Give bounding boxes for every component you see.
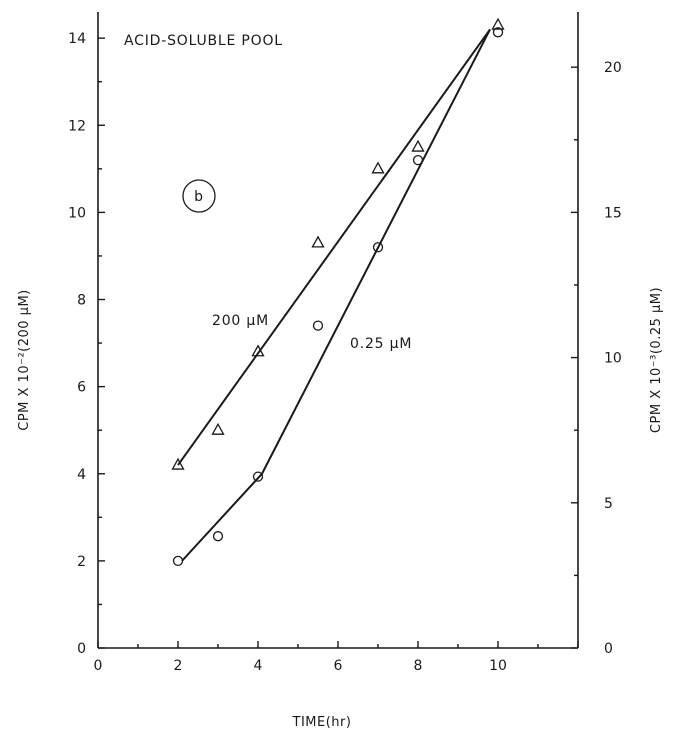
ticks: 0 2 4 6 8 10 0 2 4 6 8 10 12 14 0 5 10 15 20 [68, 31, 622, 674]
y-axis-right-title: CPM X 10⁻³(0.25 μM) [649, 287, 664, 433]
circle-marker [252, 471, 264, 482]
panel-label-circle [182, 179, 216, 213]
triangle-marker [371, 161, 385, 174]
x-tick-label: 2 [174, 658, 183, 674]
y-left-tick-label: 10 [68, 205, 86, 221]
triangle-marker [171, 457, 185, 470]
triangle-marker [411, 139, 425, 152]
y-axis-left-title: CPM X 10⁻²(200 μM) [17, 289, 32, 431]
triangle-marker [311, 235, 325, 248]
fit-line-series-0 [177, 28, 491, 466]
panel-label: b [182, 179, 216, 213]
y-right-tick-label: 10 [604, 351, 622, 367]
x-tick-label: 10 [489, 658, 507, 674]
y-left-tick-label: 8 [77, 293, 86, 309]
x-tick-label: 8 [414, 658, 423, 674]
triangle-marker [491, 17, 505, 30]
triangle-marker [211, 422, 225, 435]
y-left-tick-label: 2 [77, 554, 86, 570]
circle-marker [412, 154, 424, 166]
circle-marker [172, 555, 184, 567]
y-right-tick-label: 15 [604, 205, 622, 221]
y-left-tick-label: 6 [77, 380, 86, 396]
y-right-tick-label: 20 [604, 60, 622, 76]
x-tick-label: 0 [94, 658, 103, 674]
x-axis-title: TIME(hr) [292, 715, 352, 730]
circle-marker [492, 27, 504, 38]
fit-line-series-1 [181, 28, 491, 562]
fit-lines [177, 28, 491, 562]
axes [97, 12, 579, 649]
y-left-tick-label: 14 [68, 31, 86, 47]
y-left-tick-label: 12 [68, 118, 86, 134]
circle-marker [312, 320, 324, 331]
circle-marker [372, 242, 384, 253]
y-left-tick-label: 0 [77, 641, 86, 657]
y-right-tick-label: 5 [604, 496, 613, 512]
data-markers [171, 17, 505, 567]
y-right-tick-label: 0 [604, 641, 613, 657]
series-label-200uM: 200 μM [212, 313, 269, 329]
circle-marker [212, 531, 224, 542]
chart-title: ACID-SOLUBLE POOL [124, 33, 283, 49]
panel-label-text: b [194, 189, 204, 205]
series-label-0-25uM: 0.25 μM [350, 336, 412, 352]
x-tick-label: 6 [334, 658, 343, 674]
triangle-marker [251, 344, 265, 357]
y-left-tick-label: 4 [77, 467, 86, 483]
x-tick-label: 4 [254, 658, 263, 674]
